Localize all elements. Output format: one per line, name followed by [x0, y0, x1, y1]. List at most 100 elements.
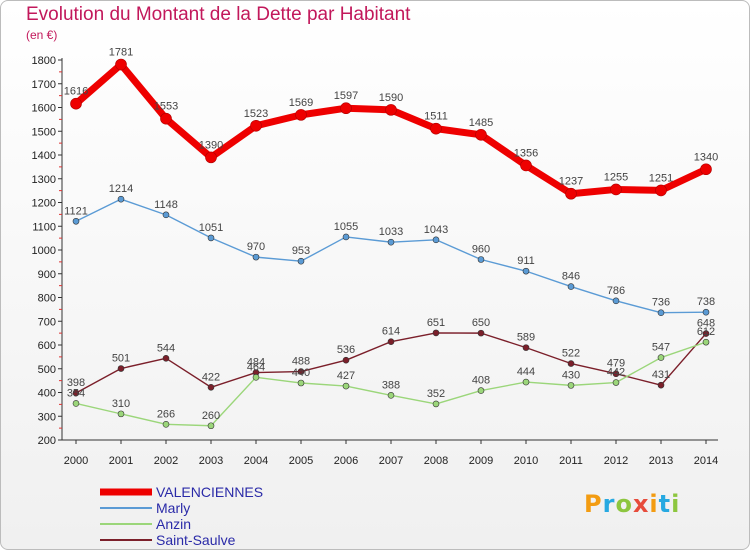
data-point — [72, 389, 80, 397]
data-point — [612, 379, 620, 386]
chart-title: Evolution du Montant de la Dette par Hab… — [26, 4, 411, 25]
data-point — [250, 119, 262, 132]
data-label: 354 — [67, 387, 85, 399]
data-label: 1511 — [424, 111, 448, 123]
x-tick-label: 2001 — [109, 455, 133, 467]
chart-unit: (en €) — [26, 28, 58, 42]
data-point — [297, 368, 305, 375]
data-label: 536 — [337, 344, 355, 356]
data-label: 736 — [652, 297, 670, 309]
logo-letter: i — [649, 490, 659, 518]
x-tick-label: 2013 — [649, 455, 673, 467]
y-tick-label: 900 — [38, 269, 56, 281]
y-tick-label: 1200 — [32, 198, 56, 210]
data-point — [72, 217, 80, 225]
data-label: 1569 — [289, 97, 313, 109]
data-point — [162, 421, 170, 428]
data-point — [522, 344, 530, 351]
axes: 200 300 400 500 600 700 800 900 1000 1100 1200 1300… — [32, 55, 719, 467]
data-label: 953 — [292, 245, 310, 257]
x-tick-label: 2009 — [469, 455, 493, 467]
data-point — [162, 354, 170, 362]
data-label: 1255 — [604, 171, 628, 183]
data-label: 1597 — [334, 90, 358, 102]
x-tick-label: 2010 — [514, 455, 538, 467]
data-label: 408 — [472, 375, 490, 387]
data-point — [702, 338, 710, 346]
data-point — [522, 267, 530, 275]
data-point — [252, 253, 260, 261]
y-tick-label: 800 — [38, 293, 56, 305]
data-point — [297, 379, 305, 387]
data-label: 970 — [247, 241, 265, 253]
data-point — [117, 410, 125, 418]
data-point — [387, 238, 395, 246]
data-label: 522 — [562, 348, 580, 360]
logo-letter: r — [602, 490, 616, 518]
data-label: 440 — [292, 367, 310, 379]
series-marly: 1121 1214 1148 1051 970 953 1055 1033 1043 960 911… — [64, 183, 715, 317]
data-label: 1523 — [244, 108, 268, 120]
data-label: 1214 — [109, 183, 133, 195]
x-tick-label: 2006 — [334, 455, 358, 467]
data-label: 260 — [202, 410, 220, 422]
x-tick-label: 2008 — [424, 455, 448, 467]
legend-label: VALENCIENNES — [156, 484, 263, 500]
data-label: 1043 — [424, 224, 448, 236]
data-label: 1148 — [154, 199, 178, 211]
data-label: 352 — [427, 388, 445, 400]
data-point — [657, 381, 665, 389]
data-label: 1251 — [649, 172, 673, 184]
x-tick-label: 2011 — [559, 455, 583, 467]
data-label: 651 — [427, 317, 445, 329]
series-anzin: 354 310 266 260 464 440 427 388 352 408 444 430 442 5… — [67, 326, 715, 430]
data-label: 911 — [517, 255, 535, 267]
data-label: 960 — [472, 244, 490, 256]
data-label: 1055 — [334, 221, 358, 233]
y-tick-label: 1000 — [32, 245, 56, 257]
data-point — [702, 330, 710, 337]
data-point — [115, 58, 127, 71]
data-label: 398 — [67, 377, 85, 389]
data-point — [700, 163, 712, 176]
legend-label: Anzin — [156, 516, 191, 532]
data-point — [430, 122, 442, 135]
data-label: 1781 — [109, 47, 133, 59]
data-point — [72, 400, 80, 407]
data-label: 1485 — [469, 117, 493, 129]
data-point — [342, 356, 350, 364]
data-label: 650 — [472, 317, 490, 329]
data-label: 444 — [517, 366, 535, 378]
data-label: 648 — [697, 318, 715, 330]
data-point — [610, 183, 622, 196]
y-tick-label: 200 — [38, 435, 56, 447]
y-tick-label: 1600 — [32, 103, 56, 115]
data-point — [567, 283, 575, 290]
data-point — [477, 329, 485, 337]
y-tick-label: 600 — [38, 340, 56, 352]
data-label: 479 — [607, 358, 625, 370]
data-point — [432, 236, 440, 244]
x-tick-label: 2000 — [64, 455, 88, 467]
data-label: 1051 — [199, 222, 223, 234]
data-point — [567, 360, 575, 367]
data-label: 430 — [562, 369, 580, 381]
y-tick-label: 500 — [38, 364, 56, 376]
x-tick-label: 2007 — [379, 455, 403, 467]
logo-letter: o — [615, 490, 633, 518]
y-tick-label: 1100 — [32, 221, 56, 233]
series-valenciennes: 1616 1781 1553 1390 1523 1569 1597 1590 1511 1485… — [64, 47, 718, 200]
data-point — [207, 422, 215, 430]
data-label: 1390 — [199, 139, 223, 151]
data-label: 738 — [697, 296, 715, 308]
y-tick-label: 700 — [38, 316, 56, 328]
data-point — [342, 233, 350, 241]
data-point — [432, 329, 440, 337]
y-tick-label: 1500 — [32, 126, 56, 138]
data-label: 1553 — [154, 101, 178, 113]
data-point — [702, 308, 710, 316]
data-label: 388 — [382, 379, 400, 391]
logo-letter: i — [671, 490, 681, 518]
